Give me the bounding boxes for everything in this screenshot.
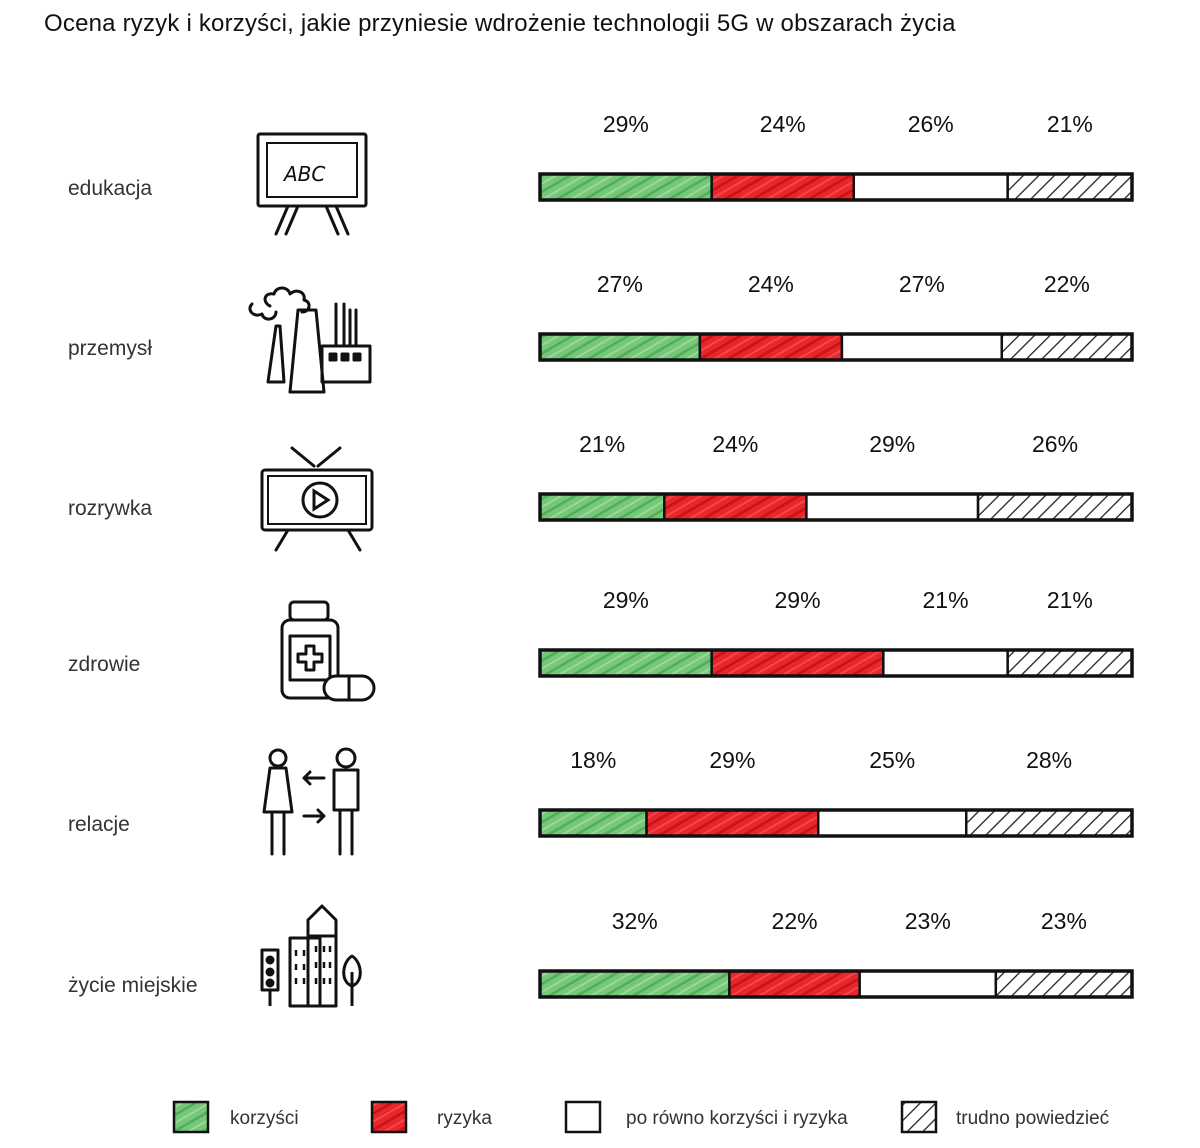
value-label-relacje-ryzyka: 29% [709, 747, 755, 773]
bar-outline-zdrowie [538, 648, 1134, 678]
bars [538, 172, 1134, 999]
bar-relacje-po-rowno-korzysci-i-ryzyka [816, 808, 968, 838]
medicine-icon [280, 600, 376, 702]
value-label-przemysl-trudno-powiedziec: 22% [1044, 271, 1090, 297]
value-label-rozrywka-trudno-powiedziec: 26% [1032, 431, 1078, 457]
category-icons: ABC [248, 132, 376, 1008]
bar-rozrywka-trudno-powiedziec [976, 492, 1134, 522]
legend-swatch-ryzyka [370, 1100, 408, 1134]
bar-rozrywka-po-rowno-korzysci-i-ryzyka [805, 492, 980, 522]
blackboard-icon: ABC [256, 132, 368, 236]
legend-label-ryzyka: ryzyka [437, 1108, 492, 1129]
value-label-zycie-miejskie-ryzyka: 22% [772, 908, 818, 934]
bar-zycie-miejskie-ryzyka [728, 969, 861, 999]
value-label-edukacja-ryzyka: 24% [760, 111, 806, 137]
bar-zdrowie-po-rowno-korzysci-i-ryzyka [882, 648, 1009, 678]
bar-relacje-ryzyka [645, 808, 820, 838]
value-label-edukacja-po-rowno-korzysci-i-ryzyka: 26% [908, 111, 954, 137]
bar-rozrywka-korzysci [538, 492, 666, 522]
category-labels: edukacja przemysł rozrywka zdrowie relacje ży… [68, 177, 198, 997]
category-label-edukacja: edukacja [68, 177, 152, 200]
legend-label-trudno-powiedziec: trudno powiedzieć [956, 1108, 1109, 1129]
bar-outline-rozrywka [538, 492, 1134, 522]
bar-zycie-miejskie-trudno-powiedziec [994, 969, 1134, 999]
bar-przemysl-korzysci [538, 332, 702, 362]
bar-outline-przemysl [538, 332, 1134, 362]
value-label-edukacja-korzysci: 29% [603, 111, 649, 137]
bar-przemysl-trudno-powiedziec [1000, 332, 1134, 362]
bar-edukacja-korzysci [538, 172, 713, 202]
bar-relacje-trudno-powiedziec [964, 808, 1134, 838]
legend-swatch-po-rowno-korzysci-i-ryzyka [564, 1100, 602, 1134]
bar-zycie-miejskie-po-rowno-korzysci-i-ryzyka [858, 969, 998, 999]
legend-label-po-rowno-korzysci-i-ryzyka: po równo korzyści i ryzyka [626, 1108, 848, 1129]
legend-label-korzysci: korzyści [230, 1108, 299, 1129]
bar-outline-zycie-miejskie [538, 969, 1134, 999]
value-label-zycie-miejskie-trudno-powiedziec: 23% [1041, 908, 1087, 934]
value-label-relacje-po-rowno-korzysci-i-ryzyka: 25% [869, 747, 915, 773]
legend: korzyści ryzyka po równo korzyści i ryzyka… [172, 1100, 1109, 1134]
category-label-zdrowie: zdrowie [68, 653, 140, 676]
bar-outline-relacje [538, 808, 1134, 838]
bar-rozrywka-ryzyka [663, 492, 808, 522]
value-label-zdrowie-korzysci: 29% [603, 587, 649, 613]
bar-zdrowie-ryzyka [710, 648, 885, 678]
value-label-zdrowie-trudno-powiedziec: 21% [1047, 587, 1093, 613]
category-label-przemysl: przemysł [68, 337, 152, 360]
bar-edukacja-po-rowno-korzysci-i-ryzyka [852, 172, 1009, 202]
category-label-relacje: relacje [68, 813, 130, 836]
bar-przemysl-ryzyka [698, 332, 844, 362]
category-label-rozrywka: rozrywka [68, 497, 152, 520]
value-label-przemysl-po-rowno-korzysci-i-ryzyka: 27% [899, 271, 945, 297]
bar-relacje-korzysci [538, 808, 648, 838]
value-label-zycie-miejskie-korzysci: 32% [612, 908, 658, 934]
bar-przemysl-po-rowno-korzysci-i-ryzyka [840, 332, 1004, 362]
city-icon [260, 904, 362, 1008]
legend-swatch-korzysci [172, 1100, 210, 1134]
value-label-relacje-korzysci: 18% [570, 747, 616, 773]
value-label-przemysl-korzysci: 27% [597, 271, 643, 297]
svg-text:ABC: ABC [282, 162, 325, 186]
bar-zdrowie-korzysci [538, 648, 713, 678]
factory-icon [248, 286, 372, 394]
bar-edukacja-ryzyka [710, 172, 856, 202]
bar-zycie-miejskie-korzysci [538, 969, 731, 999]
value-label-rozrywka-po-rowno-korzysci-i-ryzyka: 29% [869, 431, 915, 457]
people-icon [262, 747, 360, 856]
value-label-edukacja-trudno-powiedziec: 21% [1047, 111, 1093, 137]
percent-labels: 29% 24% 26% 21% 27% 24% 27% 22% 21% 24% 29% 26% 29% 2… [570, 111, 1093, 934]
bar-zdrowie-trudno-powiedziec [1006, 648, 1134, 678]
bar-edukacja-trudno-powiedziec [1006, 172, 1134, 202]
value-label-rozrywka-ryzyka: 24% [712, 431, 758, 457]
value-label-zdrowie-ryzyka: 29% [774, 587, 820, 613]
value-label-zycie-miejskie-po-rowno-korzysci-i-ryzyka: 23% [905, 908, 951, 934]
category-label-zycie-miejskie: życie miejskie [68, 974, 198, 997]
value-label-rozrywka-korzysci: 21% [579, 431, 625, 457]
legend-swatch-trudno-powiedziec [900, 1100, 938, 1134]
chart-title: Ocena ryzyk i korzyści, jakie przyniesie… [44, 10, 956, 37]
value-label-relacje-trudno-powiedziec: 28% [1026, 747, 1072, 773]
value-label-przemysl-ryzyka: 24% [748, 271, 794, 297]
tv-icon [260, 446, 374, 552]
bar-outline-edukacja [538, 172, 1134, 202]
value-label-zdrowie-po-rowno-korzysci-i-ryzyka: 21% [922, 587, 968, 613]
